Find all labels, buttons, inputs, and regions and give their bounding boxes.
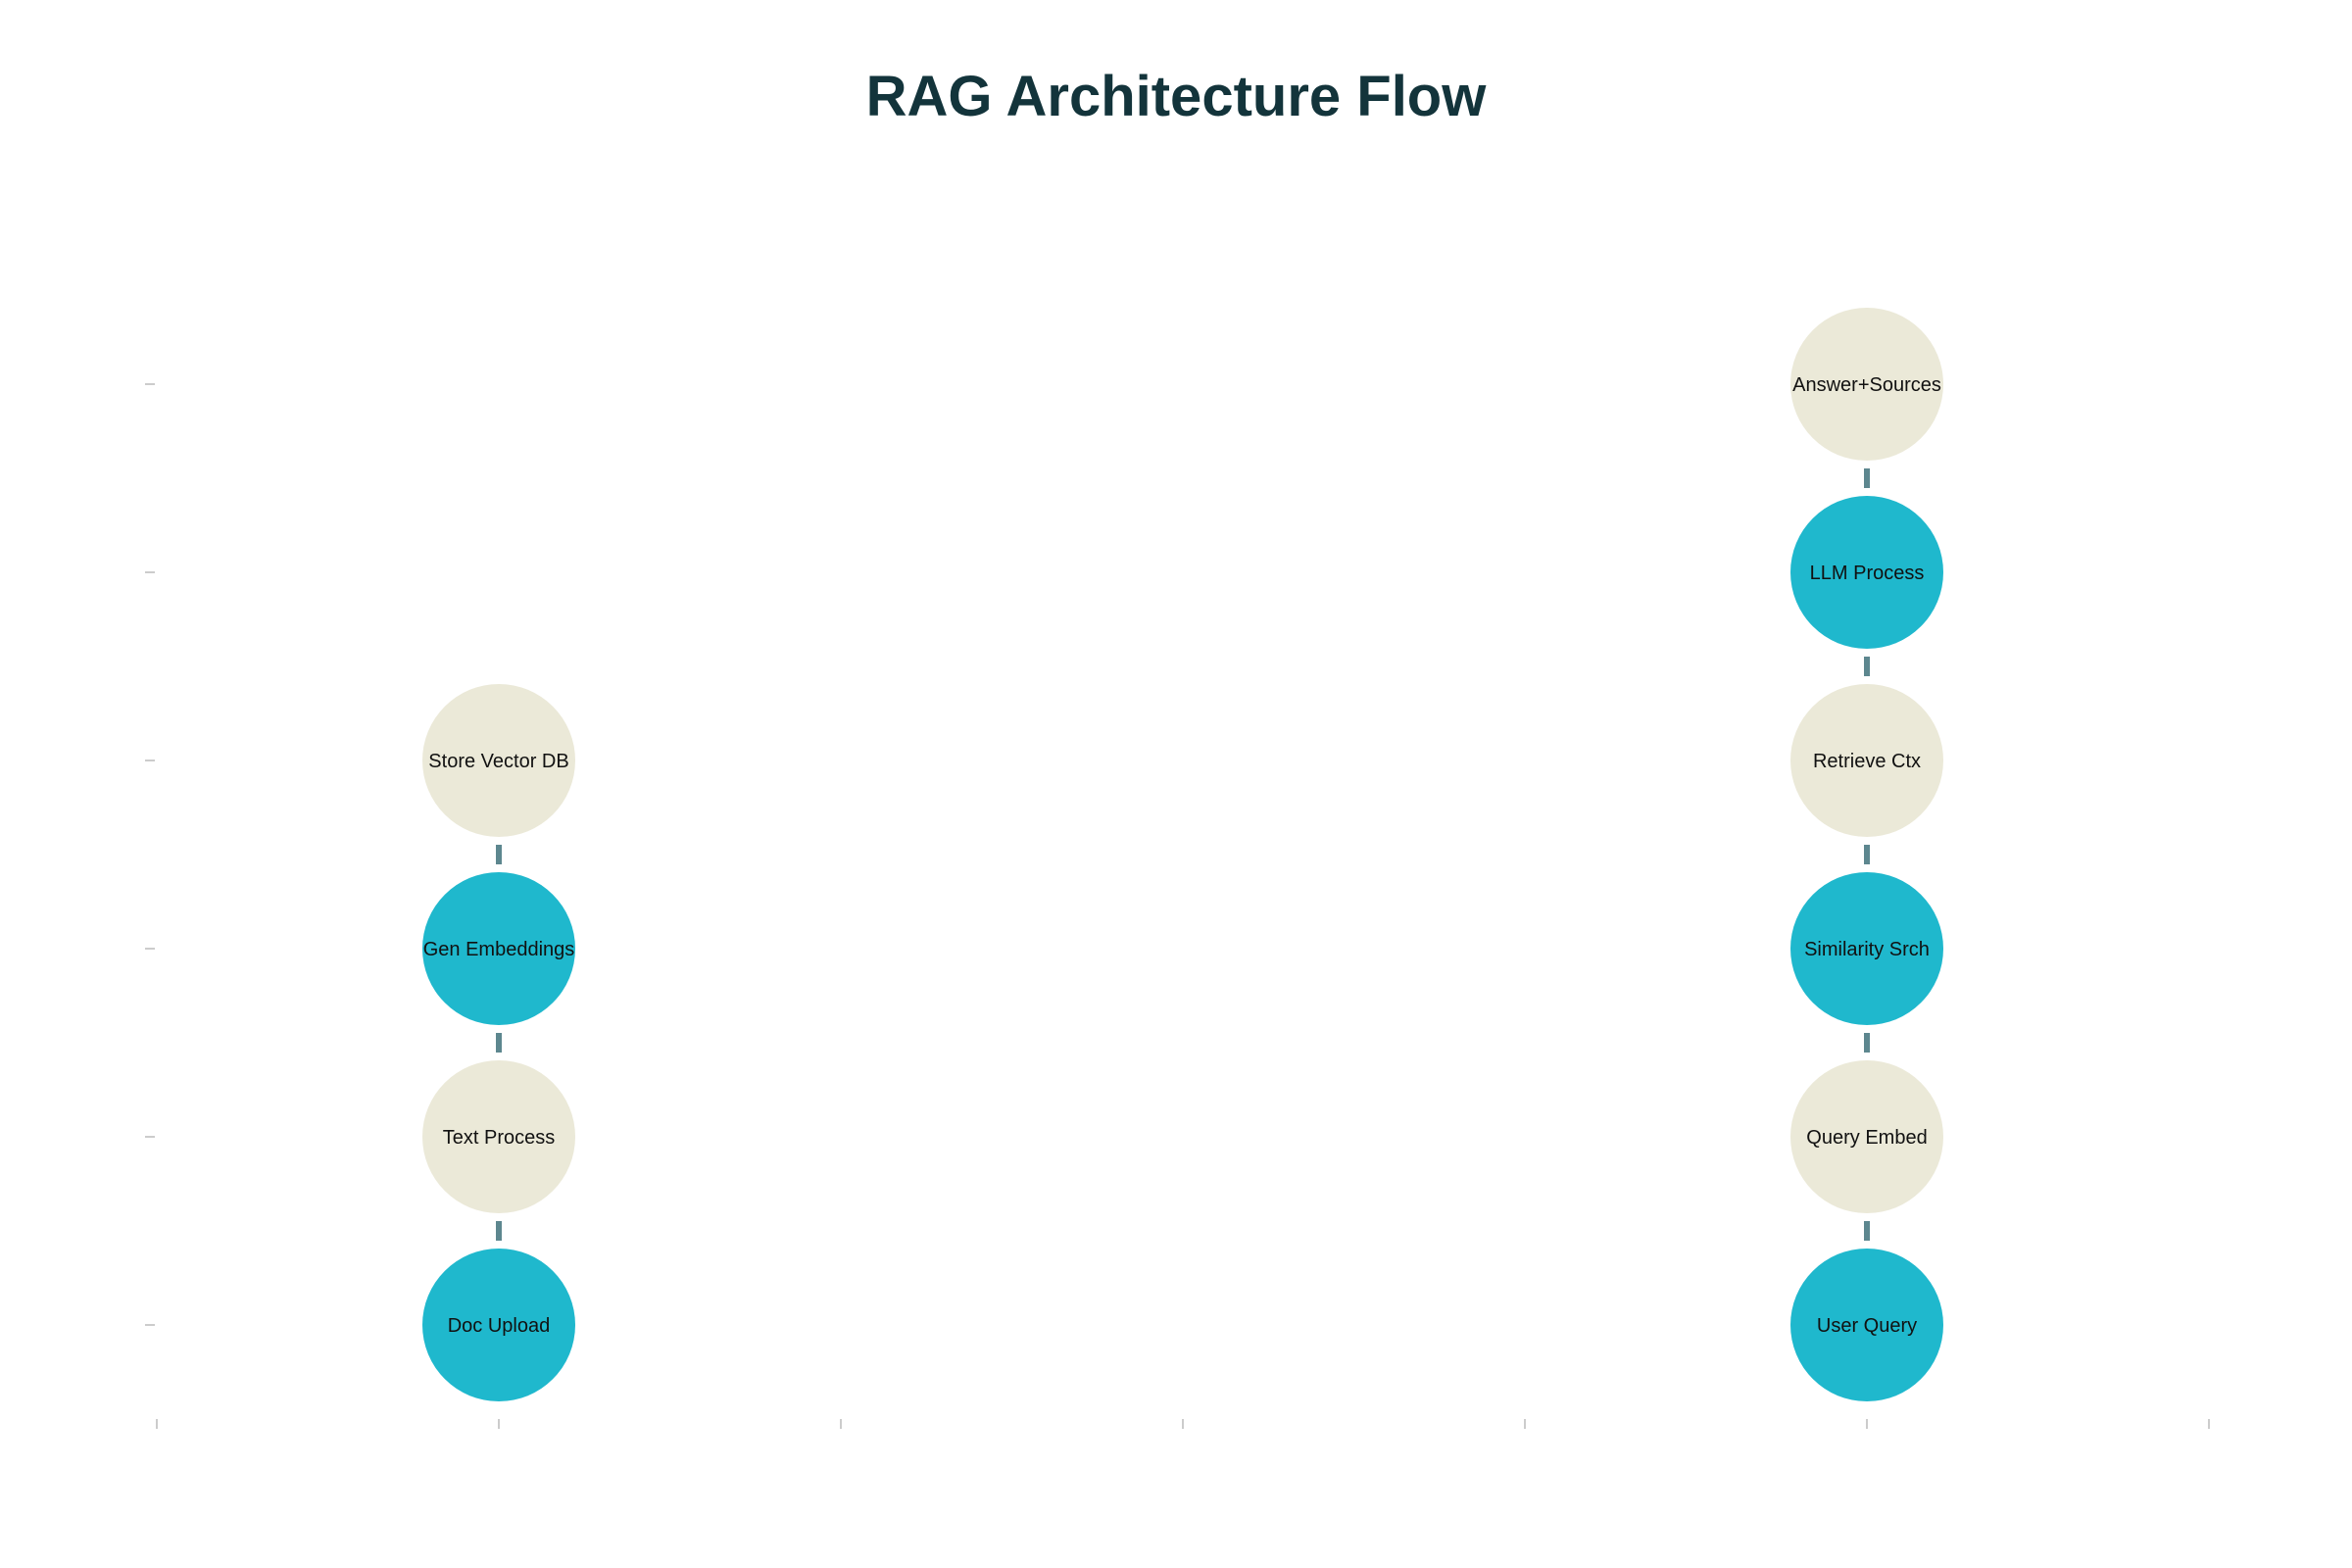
node-label: Query Embed [1806, 1127, 1927, 1149]
node-circle [1790, 1060, 1943, 1213]
node-circle [1790, 496, 1943, 649]
flow-node[interactable]: Similarity Srch [1790, 872, 1943, 1025]
node-circle [1790, 684, 1943, 837]
node-circle [1790, 308, 1943, 461]
flow-node[interactable]: Store Vector DB [422, 684, 575, 837]
node-label: Answer+Sources [1792, 374, 1941, 396]
flow-node[interactable]: Answer+Sources [1790, 308, 1943, 461]
node-circle [422, 872, 575, 1025]
axis-ticks [145, 383, 2210, 1429]
diagram-title: RAG Architecture Flow [866, 65, 1488, 128]
node-label: Similarity Srch [1804, 939, 1930, 960]
node-label: Doc Upload [448, 1315, 551, 1337]
flow-node[interactable]: Gen Embeddings [422, 872, 575, 1025]
node-circle [1790, 1249, 1943, 1401]
node-label: Store Vector DB [428, 751, 568, 772]
node-label: Gen Embeddings [423, 939, 575, 960]
flow-nodes: Doc Upload Text Process Gen Embeddings Stor… [422, 308, 1943, 1401]
flow-node[interactable]: Retrieve Ctx [1790, 684, 1943, 837]
flow-node[interactable]: Text Process [422, 1060, 575, 1213]
flow-connectors [496, 468, 1870, 1241]
node-circle [422, 1060, 575, 1213]
flow-node[interactable]: LLM Process [1790, 496, 1943, 649]
flow-node[interactable]: Query Embed [1790, 1060, 1943, 1213]
node-circle [422, 1249, 575, 1401]
node-label: User Query [1817, 1315, 1917, 1337]
node-circle [1790, 872, 1943, 1025]
node-label: Text Process [443, 1127, 555, 1149]
node-circle [422, 684, 575, 837]
flow-node[interactable]: User Query [1790, 1249, 1943, 1401]
node-label: Retrieve Ctx [1813, 751, 1921, 772]
flow-node[interactable]: Doc Upload [422, 1249, 575, 1401]
node-label: LLM Process [1810, 563, 1925, 584]
